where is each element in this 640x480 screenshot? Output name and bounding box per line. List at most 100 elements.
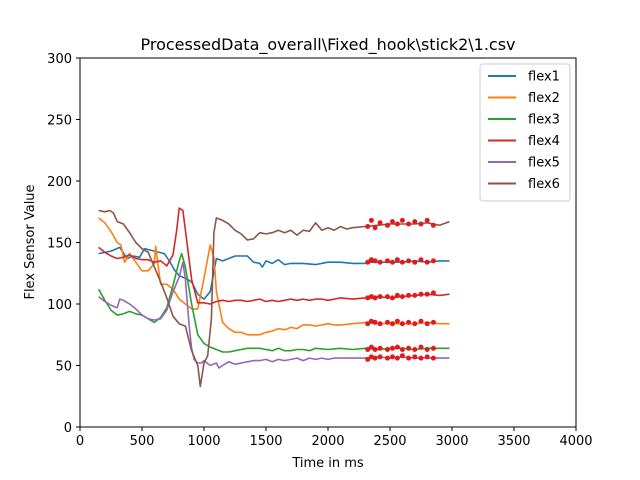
peak-marker [412,259,418,265]
peak-marker [377,220,383,226]
y-axis-label: Flex Sensor Value [23,184,38,299]
peak-marker [399,294,405,300]
peak-marker [418,318,424,324]
peak-marker [372,347,378,352]
x-axis-label: Time in ms [291,456,364,471]
peak-marker [394,344,400,350]
series-line-flex4 [98,207,450,305]
legend-entry-label: flex3 [528,113,560,128]
peak-marker [372,319,378,325]
peak-marker [430,258,436,264]
peak-marker [377,259,383,265]
peak-marker [372,225,378,231]
legend-entry-label: flex2 [528,91,560,106]
peak-marker [424,347,430,352]
peak-marker [377,321,383,327]
peak-marker [385,347,390,352]
peak-marker [412,347,418,352]
y-tick-label: 300 [47,52,72,67]
peak-marker [390,354,395,360]
peak-marker [412,219,418,225]
legend-entry-label: flex1 [528,70,560,85]
peak-marker [385,258,390,264]
peak-marker [390,345,395,351]
peak-marker [406,319,412,325]
legend-entry-label: flex6 [528,177,560,192]
x-tick-label: 0 [76,434,84,449]
legend-entry-label: flex5 [528,156,560,171]
x-tick-label: 500 [130,434,155,449]
y-tick-label: 100 [47,298,72,313]
peak-marker [406,345,412,351]
legend: flex1 flex2 flex3 flex4 flex5 flex6 [479,63,571,202]
x-tick-label: 1500 [249,434,282,449]
peak-marker [418,291,424,297]
legend-entry-label: flex4 [528,134,560,149]
peak-marker [412,321,418,327]
peak-marker [412,292,418,298]
peak-marker [418,355,424,361]
peak-marker [418,257,424,263]
chart-title: ProcessedData_overall\Fixed_hook\stick2\… [140,35,515,55]
peak-marker [390,295,395,301]
peak-marker [390,219,395,225]
peak-marker [424,259,430,265]
peak-marker [372,258,378,264]
peak-marker [377,345,383,351]
peak-marker [418,344,424,350]
peak-marker [365,347,371,352]
peak-marker [430,355,436,361]
peak-marker [424,354,430,360]
peak-marker [406,292,412,298]
peak-marker [394,292,400,298]
peak-marker [399,353,405,359]
peak-marker [406,355,412,361]
peak-marker [394,318,400,324]
peak-marker [430,222,436,228]
peak-marker [365,224,371,229]
peak-marker [368,344,374,350]
peak-marker [385,294,390,300]
peak-marker [399,347,405,352]
x-tick-label: 4000 [559,434,592,449]
peak-marker [412,354,418,360]
y-tick-label: 250 [47,114,72,129]
x-tick-label: 1000 [187,434,220,449]
peak-marker [430,319,436,325]
peak-marker [372,355,378,361]
peak-marker [430,290,436,296]
x-tick-label: 3000 [435,434,468,449]
peak-marker [390,321,395,327]
x-tick-label: 2500 [373,434,406,449]
peak-marker [424,321,430,327]
peak-marker [418,221,424,227]
peak-marker [377,354,383,360]
series-line-flex5 [98,261,450,369]
peak-marker [406,221,412,227]
peak-marker [394,221,400,227]
x-tick-label: 3500 [497,434,530,449]
peak-marker [385,355,390,361]
y-tick-label: 0 [64,421,72,436]
series-line-flex2 [98,217,450,336]
peak-marker [430,345,436,351]
peak-marker [394,257,400,263]
peak-marker [377,294,383,300]
peak-marker [385,319,390,325]
peak-marker [399,217,405,223]
peak-marker [394,355,400,361]
y-tick-label: 200 [47,175,72,190]
peak-marker [365,321,371,327]
peak-marker [390,259,395,265]
x-tick-label: 2000 [311,434,344,449]
peak-marker [365,356,371,362]
series-line-flex6 [98,209,450,388]
peak-marker [424,291,430,297]
peak-marker [372,295,378,301]
peak-marker [399,321,405,327]
y-tick-label: 50 [55,360,72,375]
y-tick-label: 150 [47,237,72,252]
peak-marker [424,217,430,223]
